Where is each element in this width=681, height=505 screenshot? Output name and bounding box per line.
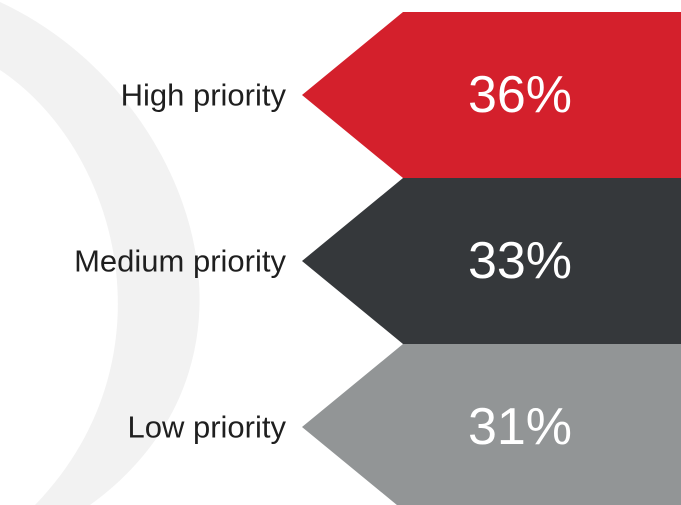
category-label: Medium priority [74,244,286,279]
bar-rows: 36% High priority 33% Medium priority 31% Low… [74,12,681,505]
bar-value-label: 36% [468,66,572,124]
bar-value-label: 31% [468,398,572,456]
bar-value-label: 33% [468,232,572,290]
bar-arrow [302,12,681,178]
bar-row: 36% High priority [121,12,681,178]
bar-arrow [302,178,681,344]
background-layer [0,2,200,505]
category-label: High priority [121,78,287,113]
category-label: Low priority [128,410,287,445]
background-arc-inner [0,70,118,505]
bar-row: 33% Medium priority [74,178,681,344]
bar-arrow [302,344,681,505]
bar-row: 31% Low priority [128,344,681,505]
